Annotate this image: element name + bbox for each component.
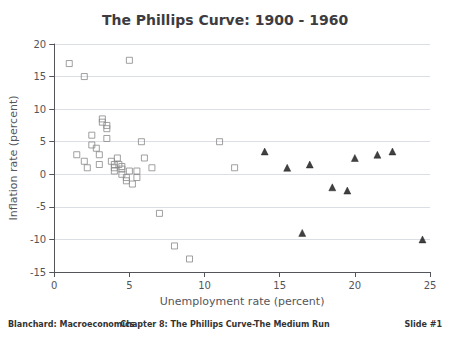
svg-text:-5: -5	[36, 201, 46, 212]
svg-text:-10: -10	[30, 234, 46, 245]
svg-text:Blanchard: Macroeconomics: Blanchard: Macroeconomics	[8, 320, 135, 329]
svg-text:15: 15	[273, 280, 286, 291]
svg-text:20: 20	[33, 39, 46, 50]
svg-text:5: 5	[126, 280, 132, 291]
svg-text:15: 15	[33, 71, 46, 82]
svg-text:Slide #1: Slide #1	[405, 320, 443, 329]
svg-text:10: 10	[198, 280, 211, 291]
svg-text:10: 10	[33, 104, 46, 115]
svg-text:0: 0	[40, 169, 46, 180]
svg-text:Unemployment rate (percent): Unemployment rate (percent)	[160, 295, 325, 308]
svg-text:20: 20	[348, 280, 361, 291]
svg-text:-15: -15	[30, 267, 46, 278]
svg-text:Inflation rate (percent): Inflation rate (percent)	[7, 95, 20, 220]
svg-text:25: 25	[424, 280, 437, 291]
svg-text:0: 0	[51, 280, 57, 291]
svg-text:The Phillips Curve: 1900 - 196: The Phillips Curve: 1900 - 1960	[102, 12, 349, 28]
svg-text:Chapter 8: The Phillips Curve-: Chapter 8: The Phillips Curve-The Medium…	[120, 320, 330, 329]
svg-text:5: 5	[40, 136, 46, 147]
